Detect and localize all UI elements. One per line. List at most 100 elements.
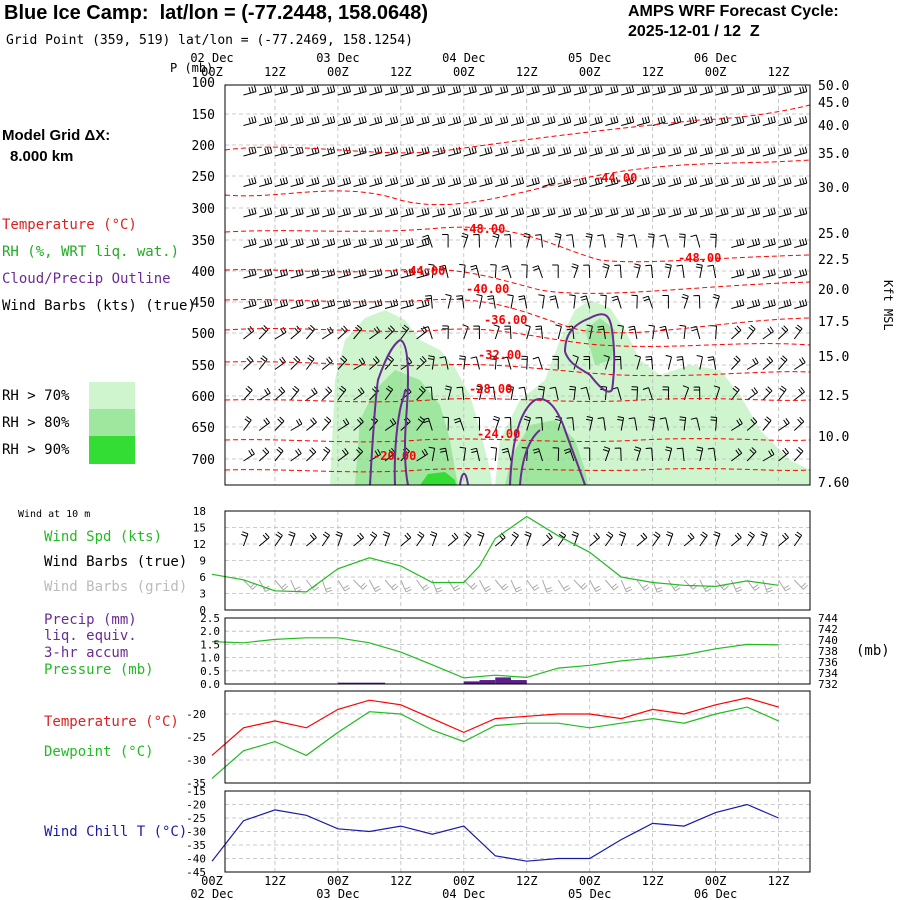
wind-barb [259, 116, 273, 126]
wind-barb [258, 447, 270, 462]
wind-barb [427, 355, 435, 370]
wind-barb [510, 85, 525, 96]
wind-barb [432, 146, 446, 157]
time-tick-label-bottom: 00Z [453, 874, 475, 888]
wind-barb [479, 116, 493, 126]
wind-barb [490, 264, 497, 279]
wind-barb [243, 268, 257, 279]
wind-barb [416, 531, 425, 547]
wind-barb [459, 263, 466, 279]
wind-barb [274, 531, 283, 547]
pressure-tick-label: 150 [192, 108, 215, 123]
day-label-top: 06 Dec [694, 51, 737, 65]
wind-barb [274, 356, 286, 370]
rh-70-swatch [89, 382, 135, 409]
wind-barb [243, 85, 257, 96]
kft-tick-label: 20.0 [818, 283, 849, 298]
wind-barb [353, 177, 367, 187]
wind-barb [558, 146, 572, 157]
wind-barb [492, 415, 500, 431]
wind-barb [459, 446, 467, 462]
wind-barb [259, 177, 273, 187]
wind-barb [306, 532, 317, 547]
wind-barb [589, 579, 602, 592]
temperature-contour-label: -48.00 [462, 222, 505, 236]
precip-tick-label: 2.5 [200, 612, 220, 625]
wind-barb [642, 387, 654, 401]
time-tick-label-top: 00Z [705, 65, 727, 79]
wind-barb [542, 207, 556, 218]
wind-barb [707, 264, 717, 279]
temperature-contour [224, 104, 811, 154]
wind-barb [353, 417, 364, 431]
wind-barb [518, 386, 528, 401]
wind-barb [422, 417, 433, 431]
wind-barb [259, 85, 273, 96]
wind-barb [526, 116, 540, 126]
wind-barb [290, 385, 300, 401]
wind-barb [683, 207, 698, 218]
wind-barb [621, 146, 635, 157]
wind-barb [447, 579, 461, 592]
wind-barb [793, 324, 803, 340]
wind-barb [573, 177, 587, 187]
wind-barb [353, 85, 367, 96]
axis-labels: P (mb)1001502002503003504004505005506006… [170, 51, 895, 900]
wind-barb [611, 295, 622, 309]
wind-barb [400, 116, 414, 126]
wind-barb [535, 417, 543, 431]
wind-barb [473, 325, 480, 340]
wind-barb [495, 146, 509, 157]
wind-barb [447, 85, 462, 96]
wind-barb [523, 232, 531, 248]
wind-barb [600, 294, 607, 309]
wind-barb [667, 579, 681, 592]
wind-barb [542, 146, 556, 157]
wind-barb [605, 146, 619, 157]
wind-barb [241, 531, 249, 547]
temperature-contour [224, 298, 811, 334]
wind-barb [707, 447, 717, 462]
wind-barb [746, 268, 761, 279]
cloud-outline-legend: Cloud/Precip Outline [2, 271, 171, 287]
wind-barb [558, 177, 572, 187]
wind-barb [762, 326, 774, 340]
wind-barb [494, 579, 509, 591]
wind-barb [535, 325, 543, 340]
wind-barb [384, 355, 394, 370]
wind-barb [400, 324, 410, 340]
wind-barb [746, 146, 761, 157]
wind-chill-panel-frame [224, 790, 811, 873]
wind-barb [589, 207, 603, 218]
forecast-cycle-value: 2025-12-01 / 12 Z [628, 23, 760, 40]
wind-barb [746, 238, 761, 248]
wind-barb [290, 418, 303, 431]
wind-barb [793, 386, 805, 401]
grid-point-label: Grid Point (359, 519) lat/lon = (-77.246… [6, 33, 413, 48]
wind-barb [778, 385, 787, 401]
wind-barb [645, 264, 654, 279]
time-tick-label-top: 12Z [390, 65, 412, 79]
time-tick-label-bottom: 12Z [264, 874, 286, 888]
wind-barb [778, 299, 792, 309]
wind-barb [322, 85, 336, 96]
time-tick-label-top: 00Z [327, 65, 349, 79]
wind-chill-tick-label: -25 [186, 812, 206, 825]
wind-barb [490, 355, 497, 370]
wind-barb [571, 263, 579, 279]
day-label-top: 04 Dec [442, 51, 485, 65]
wind-barb [746, 531, 755, 547]
wind-barb [621, 116, 635, 126]
wind-barb [290, 177, 304, 187]
wind-barb [676, 356, 685, 370]
wind-barb [479, 177, 493, 187]
wind-barb [258, 387, 271, 401]
wind-barb [463, 579, 478, 590]
wind-barb [306, 324, 316, 340]
precip-panel-frame [224, 617, 811, 685]
wind-barb [384, 146, 399, 157]
wind-barb [532, 356, 543, 370]
wind-barb [337, 355, 348, 370]
precip-bar [511, 680, 527, 684]
wind-barb [602, 263, 610, 279]
